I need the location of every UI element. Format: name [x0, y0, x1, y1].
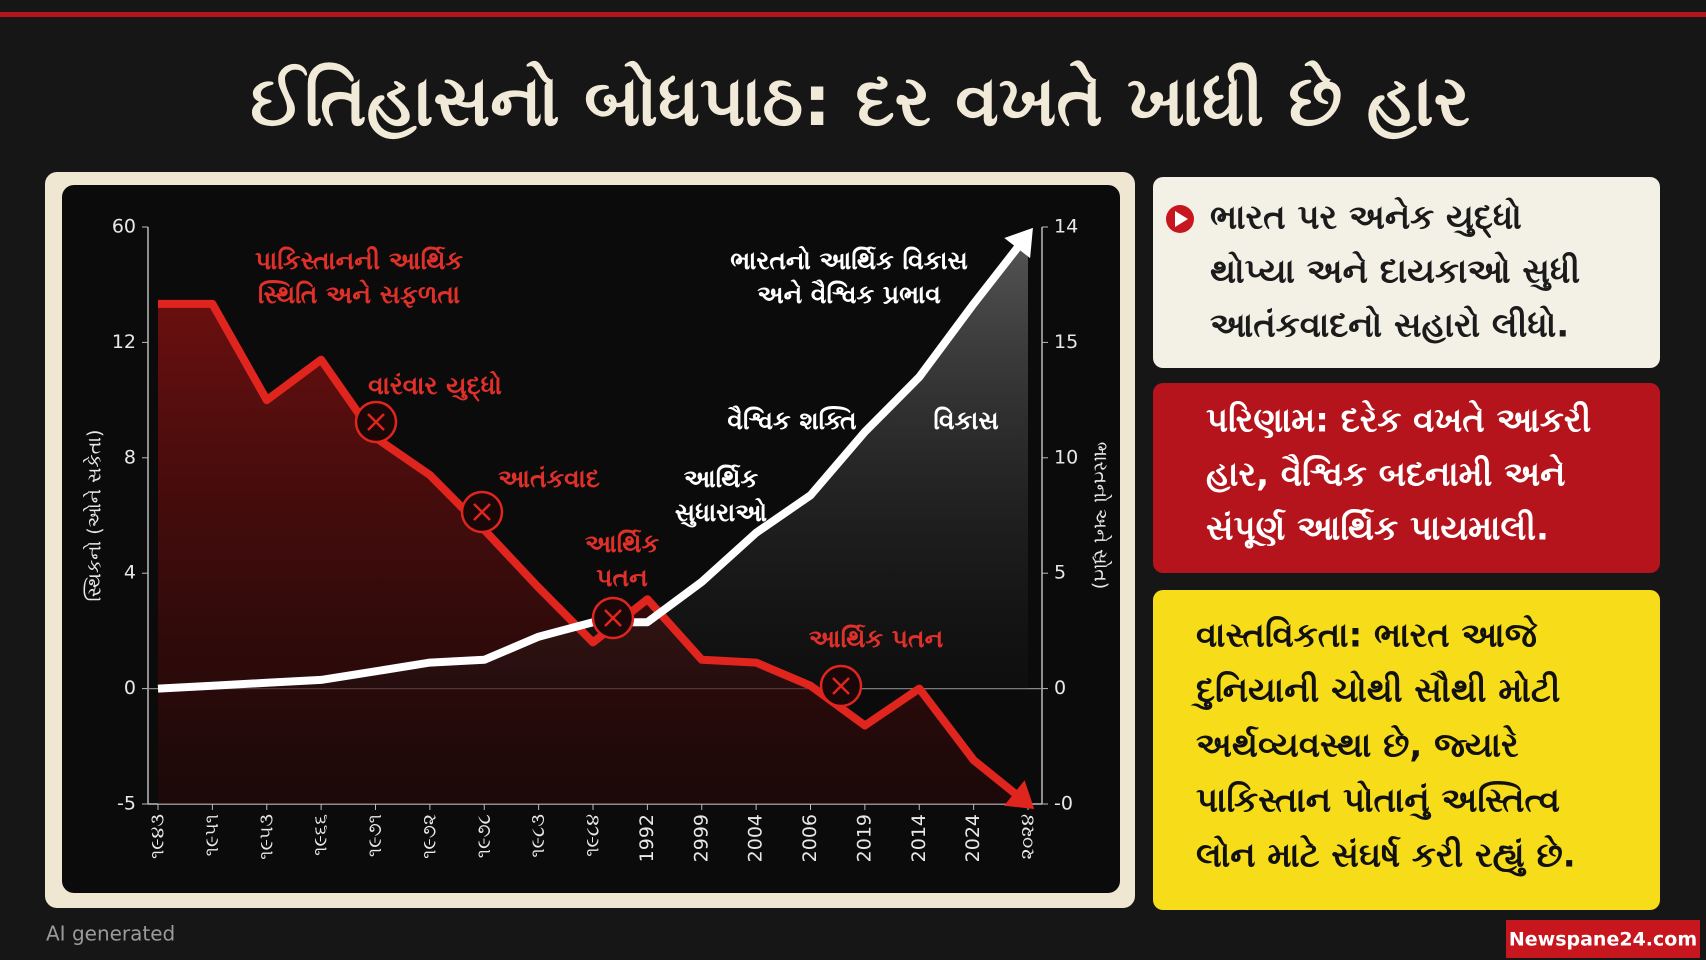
annotation: સ્થિતિ અને સફળતા [258, 280, 460, 309]
annotation: ભારતનો આર્થિક વિકાસ [730, 246, 967, 275]
panel-box [1153, 177, 1660, 368]
y-tick-label: 0 [124, 677, 136, 699]
y-tick-label: 60 [112, 216, 136, 238]
panels: ભારત પર અનેક યુદ્ધો થોપ્યા અને દાયકાઓ સુધ… [1191, 196, 1592, 878]
y2-tick-label: 10 [1054, 446, 1078, 468]
y2-tick-label: 5 [1054, 562, 1066, 584]
x-tick-label: 2004 [745, 814, 767, 862]
panel-box [1153, 383, 1660, 573]
x-tick-label: ૧૯૭૮ [473, 814, 495, 858]
panel-text: આતંકવાદનો સહારો લીધો. [1210, 305, 1569, 346]
y2-tick-label: 14 [1054, 216, 1078, 238]
x-tick-label: ૧૯૬૬ [310, 814, 332, 856]
panel-text: હાર, વૈશ્વિક બદનામી અને [1206, 453, 1565, 494]
event-glyph [832, 677, 850, 695]
arrow-head [1004, 780, 1035, 810]
panel-text: પરિણામ: દરેક વખતે આકરી [1206, 399, 1591, 440]
top-rule [0, 12, 1706, 17]
y-axis-label: સ્થિકનો (ઓને સકેતા) [83, 430, 105, 602]
y2-tick-label: -0 [1054, 793, 1073, 815]
annotation: વિકાસ [933, 406, 998, 435]
x-tick-label: ૧૯૪૩ [147, 814, 169, 859]
footer-note: AI generated [46, 922, 175, 946]
panel-text: ભારત પર અનેક યુદ્ધો [1210, 196, 1522, 239]
panel-text: વાસ્તવિકતા: ભારત આજે [1196, 614, 1538, 655]
panel-text: સંપૂર્ણ આર્થિક પાયમાલી. [1206, 509, 1549, 551]
x-tick-label: 2019 [853, 814, 875, 862]
annotation: આતંકવાદ [498, 464, 600, 493]
x-tick-label: 2024 [962, 814, 984, 862]
x-tick-label: ૧૯૭૧ [364, 814, 386, 857]
bullet-arrow [1175, 211, 1188, 227]
annotation: આર્થિક પતન [809, 624, 944, 653]
y2-tick-label: 0 [1054, 677, 1066, 699]
x-tick-label: ૧૯૫૩ [255, 814, 277, 860]
page-title: ઈતિહાસનો બોધપાઠ: દર વખતે ખાધી છે હાર [250, 59, 1470, 142]
panel-text: પાકિસ્તાન પોતાનું અસ્તિત્વ [1196, 780, 1560, 821]
source-badge [1506, 920, 1700, 958]
annotation: અને વૈશ્વિક પ્રભાવ [757, 279, 941, 309]
x-tick-label: ૨૦૨૪ [1017, 814, 1039, 860]
annotation: પાકિસ્તાનની આર્થિક [255, 246, 463, 275]
y-tick-label: 8 [124, 446, 136, 468]
annotation: વારંવાર યુદ્ધો [368, 371, 502, 402]
panel-text: દુનિયાની ચોથી સૌથી મોટી [1191, 670, 1561, 711]
x-tick-label: ૧૯૭૨ [418, 814, 440, 859]
y-tick-label: 12 [112, 331, 136, 353]
y2-tick-label: 15 [1054, 331, 1078, 353]
x-tick-label: ૧૯૮૩ [527, 814, 549, 858]
y-tick-label: -5 [117, 793, 136, 815]
source: Newspane24.com [1509, 929, 1697, 951]
x-tick-label: 2999 [690, 814, 712, 862]
event-glyph [604, 609, 622, 627]
x-tick-label: 2014 [908, 814, 930, 862]
chart: 60 12 8 4 0 -5 14 15 10 5 0 -0 સ્થિકનો (ઓને સકેતા) ભા… [83, 216, 1111, 863]
annotation: વૈશ્વિક શક્તિ [727, 405, 857, 435]
y2-axis-label: ભારતનો અને સ્રોત) [1090, 442, 1112, 590]
panel-box [1153, 590, 1660, 910]
x-tick-label: ૧૯૫૧ [201, 814, 223, 856]
panel-text: અર્થવ્યવસ્થા છે, જ્યારે [1196, 724, 1519, 765]
y-tick-label: 4 [124, 562, 136, 584]
annotation: સુધારાઓ [675, 498, 767, 528]
event-glyph [367, 413, 385, 431]
series-area [158, 234, 1028, 689]
x-tick-label: 2006 [799, 814, 821, 862]
series-line [158, 299, 1031, 808]
arrow-head [1004, 227, 1033, 259]
event-glyph [473, 503, 491, 521]
x-tick-label: ૧૯૮૪ [582, 814, 604, 857]
annotation: પતન [596, 563, 648, 592]
panel-text: લોન માટે સંઘર્ષ કરી રહ્યું છે. [1196, 834, 1576, 878]
annotation: આર્થિક [684, 464, 759, 493]
annotation: આર્થિક [585, 529, 660, 558]
panel-text: થોપ્યા અને દાયકાઓ સુધી [1210, 250, 1580, 292]
x-tick-label: 1992 [636, 814, 658, 862]
